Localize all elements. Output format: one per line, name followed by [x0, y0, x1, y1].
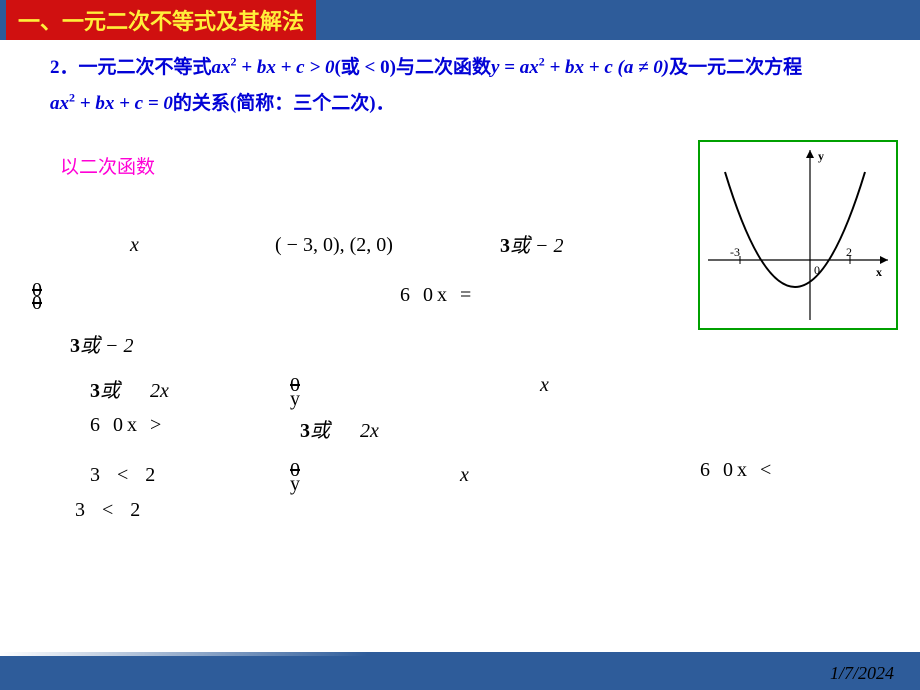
- tick-left-label: -3: [730, 245, 740, 259]
- paren: (或 < 0): [334, 57, 395, 78]
- math-scatter-area: x ( − 3, 0), (2, 0) 3或 − 2 0 0 6 0x = 3或…: [50, 179, 690, 559]
- formula-1a: ax: [212, 57, 231, 78]
- formula-2a: y = ax: [491, 57, 539, 78]
- item-number: 2．: [50, 57, 79, 78]
- math-frag: 0y: [290, 374, 300, 397]
- math-frag: 3或 − 2: [70, 329, 134, 358]
- formula-3a: ax: [50, 93, 69, 114]
- math-frag: 6 0x <: [700, 459, 775, 482]
- footer-date: 1/7/2024: [830, 663, 894, 684]
- math-frag: 6 0x =: [400, 284, 475, 307]
- x-axis-arrow: [880, 256, 888, 264]
- math-frag: x: [130, 234, 139, 257]
- parabola-graph: x y 0 -3 2: [698, 140, 898, 330]
- math-frag: 3或2x: [90, 374, 169, 403]
- text-1: 一元二次不等式: [79, 57, 212, 78]
- header-bar: 一、一元二次不等式及其解法: [0, 0, 920, 40]
- text-2: 与二次函数: [396, 57, 491, 78]
- math-frag: 3或 − 2: [500, 229, 564, 258]
- parabola-curve: [725, 172, 865, 287]
- statement-line-2: ax2 + bx + c = 0的关系(简称：三个二次)．: [50, 86, 890, 122]
- y-label: y: [818, 149, 824, 163]
- statement-line-1: 2．一元二次不等式ax2 + bx + c > 0(或 < 0)与二次函数y =…: [50, 50, 890, 86]
- math-frag: x: [460, 464, 469, 487]
- parabola-svg: x y 0 -3 2: [700, 142, 896, 328]
- text-3: 及一元二次方程: [669, 57, 802, 78]
- section-title: 一、一元二次不等式及其解法: [6, 0, 316, 40]
- formula-3b: + bx + c = 0: [75, 93, 173, 114]
- math-frag: 0y: [290, 459, 300, 482]
- formula-1b: + bx + c > 0: [237, 57, 335, 78]
- math-frag: 0: [32, 292, 42, 315]
- math-frag: ( − 3, 0), (2, 0): [275, 234, 393, 257]
- text-4: 的关系(简称：三个二次)．: [173, 93, 395, 114]
- tick-right-label: 2: [846, 245, 852, 259]
- y-axis-arrow: [806, 150, 814, 158]
- math-frag: 6 0x >: [90, 414, 165, 437]
- math-frag: x: [540, 374, 549, 397]
- footer-bar: 1/7/2024: [0, 656, 920, 690]
- formula-2b: + bx + c (a ≠ 0): [545, 57, 669, 78]
- math-frag: 3或2x: [300, 414, 379, 443]
- math-frag: 3 < 2: [90, 464, 161, 487]
- math-frag: 3 < 2: [75, 499, 146, 522]
- x-label: x: [876, 265, 882, 279]
